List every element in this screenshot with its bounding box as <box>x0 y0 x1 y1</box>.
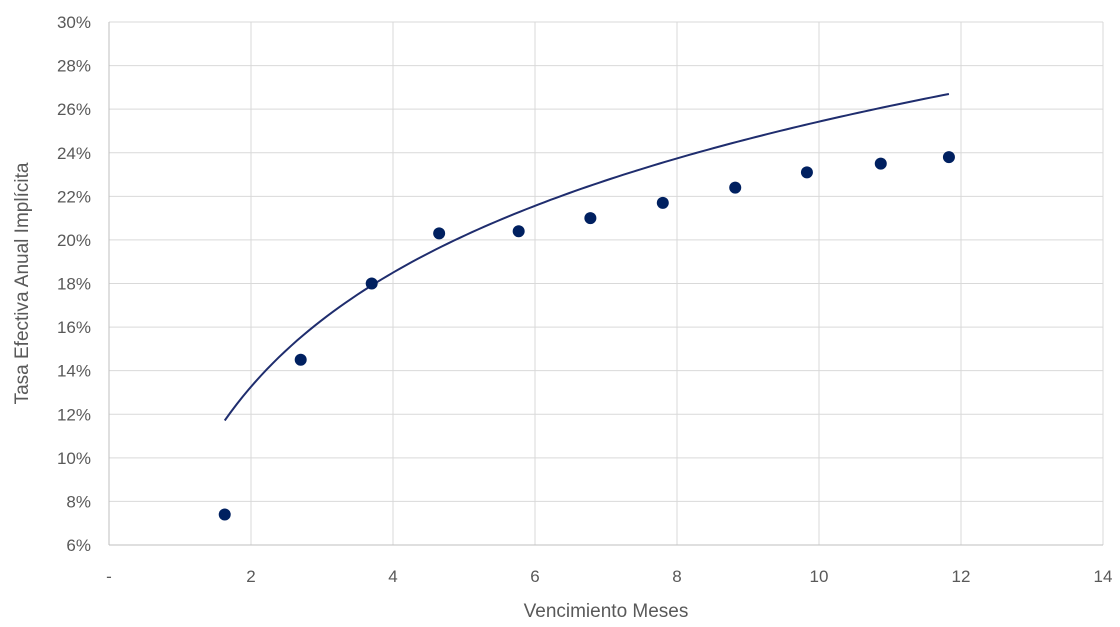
data-point <box>218 508 231 521</box>
data-point <box>874 157 887 170</box>
x-tick-label: 14 <box>1094 567 1113 586</box>
data-point <box>729 181 742 194</box>
y-tick-labels: 6% 8% 10% 12% 14% 16% 18% 20% 22% 24% 26% 28% 30% <box>57 13 91 555</box>
x-tick-label: 10 <box>810 567 829 586</box>
y-tick-label: 22% <box>57 187 91 206</box>
y-tick-label: 20% <box>57 231 91 250</box>
x-tick-label: - <box>106 567 112 586</box>
y-tick-label: 26% <box>57 100 91 119</box>
data-point <box>433 227 446 240</box>
data-point <box>294 353 307 366</box>
grid <box>108 21 1104 546</box>
x-tick-label: 8 <box>672 567 681 586</box>
y-tick-label: 10% <box>57 449 91 468</box>
x-tick-label: 6 <box>530 567 539 586</box>
y-tick-label: 6% <box>66 536 91 555</box>
data-point <box>800 166 813 179</box>
data-point <box>942 151 955 164</box>
y-tick-label: 12% <box>57 405 91 424</box>
y-tick-label: 16% <box>57 318 91 337</box>
y-axis-title: Tasa Efectiva Anual Implícita <box>12 162 33 404</box>
x-tick-label: 2 <box>246 567 255 586</box>
data-point <box>584 212 597 225</box>
data-point <box>656 196 669 209</box>
x-axis-title: Vencimiento Meses <box>524 601 689 622</box>
x-tick-label: 12 <box>952 567 971 586</box>
data-point <box>512 225 525 238</box>
data-points <box>218 151 955 521</box>
x-tick-labels: - 2 4 6 8 10 12 14 <box>106 567 1112 586</box>
y-tick-label: 24% <box>57 144 91 163</box>
y-tick-label: 14% <box>57 362 91 381</box>
trendline <box>223 92 950 422</box>
axes <box>108 22 1103 546</box>
y-tick-label: 28% <box>57 57 91 76</box>
y-tick-label: 8% <box>66 492 91 511</box>
y-tick-label: 18% <box>57 275 91 294</box>
trendline-path <box>223 92 950 422</box>
y-tick-label: 30% <box>57 13 91 32</box>
x-tick-label: 4 <box>388 567 397 586</box>
data-point <box>365 277 378 290</box>
